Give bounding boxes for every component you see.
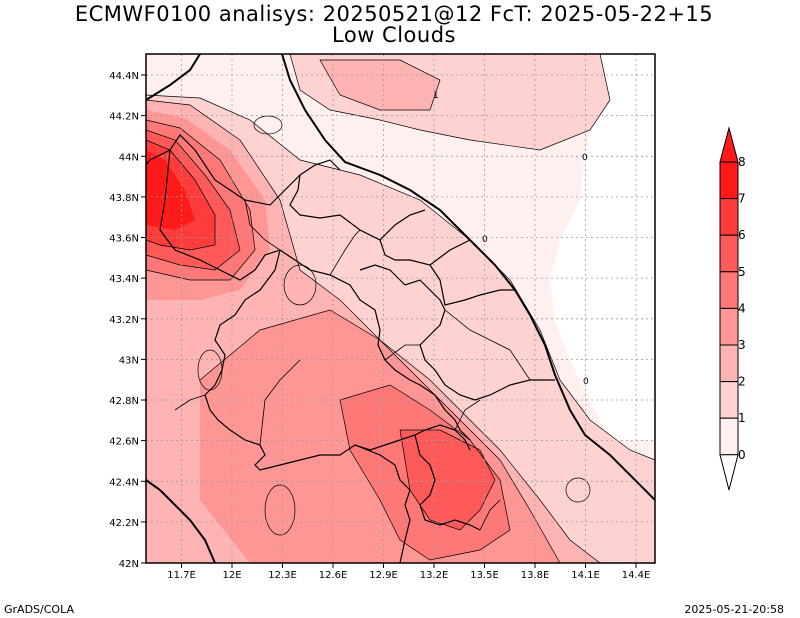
lon-label: 12.9E: [369, 570, 398, 581]
lon-label: 12E: [222, 570, 241, 581]
colorbar-top-arrow: [719, 126, 739, 163]
colorbar-segment: [719, 344, 739, 383]
lat-label: 42.4N: [109, 477, 139, 488]
lon-label: 12.3E: [268, 570, 297, 581]
colorbar-segment: [719, 198, 739, 236]
colorbar-label: 4: [738, 301, 746, 315]
colorbar-segment: [719, 307, 739, 346]
lat-label: 42N: [119, 559, 139, 570]
lat-label: 42.2N: [109, 518, 139, 529]
longitude-labels: 11.7E 12E 12.3E 12.6E 12.9E 13.2E 13.5E …: [167, 570, 650, 581]
lon-label: 11.7E: [167, 570, 196, 581]
footer-credit: GrADS/COLA: [4, 603, 74, 616]
lon-label: 13.5E: [470, 570, 499, 581]
lat-label: 43N: [119, 355, 139, 366]
contour-label: 1: [433, 91, 439, 101]
lat-label: 43.2N: [109, 315, 139, 326]
colorbar-label: 8: [738, 155, 746, 169]
colorbar-label: 3: [738, 338, 746, 352]
plot-frame: [145, 53, 656, 564]
coastline: [146, 54, 655, 563]
map-subtitle: Low Clouds: [332, 23, 456, 47]
field-level-5-south: [400, 430, 495, 530]
colorbar-labels: 8 7 6 5 4 3 2 1 0: [738, 155, 746, 462]
colorbar-segment: [719, 271, 739, 309]
colorbar-bottom-arrow: [719, 454, 739, 491]
colorbar-label: 2: [738, 375, 746, 389]
clear-sky-area: [550, 54, 655, 440]
colorbar-segment: [719, 381, 739, 419]
regional-borders: [146, 134, 555, 563]
lat-label: 44.2N: [109, 112, 139, 123]
colorbar-label: 1: [738, 411, 746, 425]
lat-label: 42.8N: [109, 396, 139, 407]
axis-ticks: [141, 74, 637, 568]
colorbar-label: 0: [738, 448, 746, 462]
colorbar-label: 5: [738, 265, 746, 279]
field-layer: 1 0 0 0: [146, 54, 655, 563]
lon-label: 14.1E: [571, 570, 600, 581]
field-level-2-north: [320, 60, 440, 110]
contour-label: 0: [482, 235, 488, 245]
lat-label: 43.4N: [109, 274, 139, 285]
lat-label: 44.4N: [109, 71, 139, 82]
lon-label: 14.4E: [622, 570, 651, 581]
colorbar-segment: [719, 234, 739, 273]
lat-label: 44N: [119, 152, 139, 163]
colorbar-segment: [719, 417, 739, 456]
field-level-7: [146, 150, 195, 230]
colorbar-label: 7: [738, 192, 746, 206]
contour-lines: [146, 54, 655, 563]
lon-label: 13.8E: [521, 570, 550, 581]
lon-label: 13.2E: [420, 570, 449, 581]
contour-label: 0: [583, 377, 589, 387]
lat-label: 43.6N: [109, 234, 139, 245]
provincial-borders: [174, 199, 531, 531]
lon-label: 12.6E: [319, 570, 348, 581]
colorbar-label: 6: [738, 228, 746, 242]
colorbar: 8 7 6 5 4 3 2 1 0: [719, 126, 746, 491]
lat-label: 42.6N: [109, 437, 139, 448]
contour-label: 0: [582, 153, 588, 163]
latitude-labels: 44.4N 44.2N 44N 43.8N 43.6N 43.4N 43.2N …: [109, 71, 139, 570]
footer-timestamp: 2025-05-21-20:58: [684, 603, 784, 616]
map-title: ECMWF0100 analisys: 20250521@12 FcT: 202…: [74, 2, 714, 26]
lat-label: 43.8N: [109, 193, 139, 204]
colorbar-segment: [719, 161, 739, 200]
